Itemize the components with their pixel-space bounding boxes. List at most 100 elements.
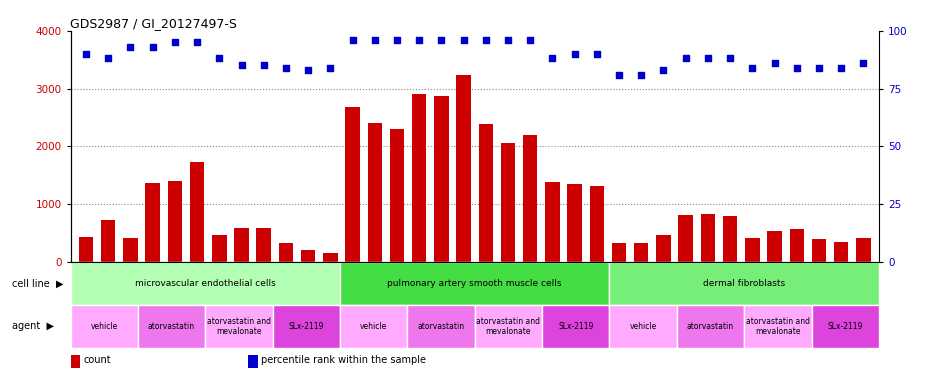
Text: atorvastatin: atorvastatin [417,322,464,331]
Text: atorvastatin: atorvastatin [687,322,734,331]
Bar [70,262,340,305]
Bar [70,305,138,348]
Text: atorvastatin and
mevalonate: atorvastatin and mevalonate [477,316,540,336]
Bar [501,143,515,262]
Point [500,37,515,43]
Bar [790,229,804,262]
Bar [679,215,693,262]
Bar [407,305,475,348]
Bar [568,184,582,262]
Text: count: count [84,355,111,365]
Bar [856,238,870,262]
Bar [101,220,116,262]
Text: atorvastatin: atorvastatin [148,322,196,331]
Bar [811,305,879,348]
Point [257,62,272,68]
Bar [301,250,315,262]
Bar [212,235,227,262]
Bar [273,305,340,348]
Text: GDS2987 / GI_20127497-S: GDS2987 / GI_20127497-S [70,17,238,30]
Point [278,65,293,71]
Point [545,55,560,61]
Point [834,65,849,71]
Point [767,60,782,66]
Point [389,37,404,43]
Point [234,62,249,68]
Bar [677,305,744,348]
Point [744,65,760,71]
Point [723,55,738,61]
Point [167,39,182,45]
Bar [656,235,671,262]
Point [612,71,627,78]
Bar [589,186,604,262]
Bar [234,228,249,262]
Point [368,37,383,43]
Bar [457,75,471,262]
Bar [190,162,204,262]
Point [523,37,538,43]
Bar [345,107,360,262]
Bar [205,305,273,348]
Bar [834,242,849,262]
Bar [478,124,493,262]
Bar [609,305,677,348]
Point [101,55,116,61]
Point [301,67,316,73]
Point [412,37,427,43]
Text: microvascular endothelial cells: microvascular endothelial cells [134,279,275,288]
Text: SLx-2119: SLx-2119 [289,322,324,331]
Text: vehicle: vehicle [360,322,387,331]
Bar [340,305,407,348]
Text: atorvastatin and
mevalonate: atorvastatin and mevalonate [207,316,271,336]
Bar [545,182,559,262]
Point [212,55,227,61]
Bar [744,305,811,348]
Bar [167,181,182,262]
Text: pulmonary artery smooth muscle cells: pulmonary artery smooth muscle cells [387,279,562,288]
Point [855,60,870,66]
Bar [257,228,271,262]
Bar [767,231,782,262]
Point [434,37,449,43]
Point [790,65,805,71]
Bar [609,262,879,305]
Point [145,44,160,50]
Text: SLx-2119: SLx-2119 [827,322,863,331]
Bar [123,238,137,262]
Text: vehicle: vehicle [630,322,657,331]
Point [700,55,715,61]
Text: cell line  ▶: cell line ▶ [12,278,64,288]
Bar [323,253,337,262]
Point [79,51,94,57]
Point [811,65,826,71]
Bar [368,123,382,262]
Point [589,51,604,57]
Bar [79,237,93,262]
Point [478,37,494,43]
Point [567,51,582,57]
Bar [146,183,160,262]
Bar [70,355,80,367]
Bar [723,216,737,262]
Point [656,67,671,73]
Bar [612,243,626,262]
Bar [475,305,542,348]
Text: percentile rank within the sample: percentile rank within the sample [261,355,426,365]
Point [123,44,138,50]
Text: SLx-2119: SLx-2119 [558,322,593,331]
Point [456,37,471,43]
Bar [523,135,538,262]
Bar [390,129,404,262]
Text: agent  ▶: agent ▶ [12,321,55,331]
Bar [340,262,609,305]
Bar [138,305,205,348]
Bar [278,243,293,262]
Point [190,39,205,45]
Bar [634,243,649,262]
Bar [248,355,259,367]
Text: dermal fibroblasts: dermal fibroblasts [703,279,785,288]
Bar [812,239,826,262]
Bar [700,215,715,262]
Bar [434,96,448,262]
